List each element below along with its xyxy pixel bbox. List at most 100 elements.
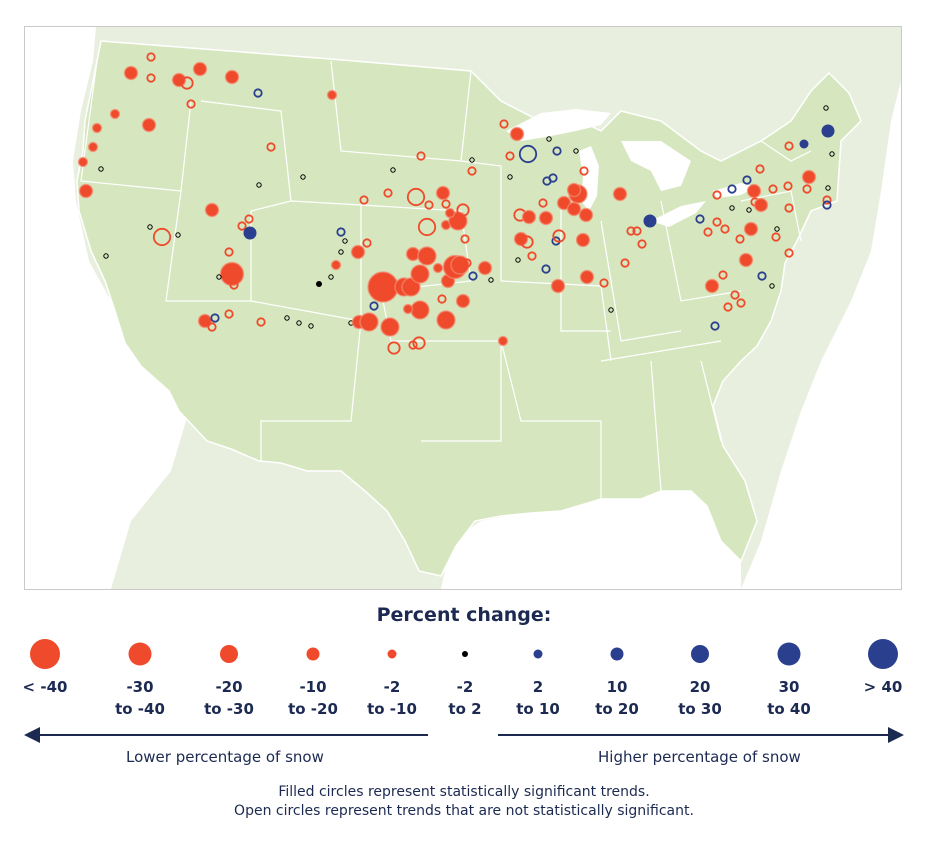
station-marker: [412, 336, 426, 350]
station-marker: [552, 146, 562, 156]
station-marker: [441, 199, 451, 209]
station-marker: [456, 203, 470, 217]
station-marker: [416, 151, 426, 161]
station-marker: [499, 119, 509, 129]
station-marker: [216, 274, 222, 280]
direction-arrows: [24, 727, 904, 743]
pacific-ocean: [25, 27, 186, 589]
station-marker: [402, 303, 414, 315]
lower-snow-label: Lower percentage of snow: [126, 748, 324, 766]
us-map: [25, 27, 901, 589]
map-frame: [24, 26, 902, 590]
station-marker: [783, 181, 793, 191]
legend-label: -2 to -10: [347, 676, 437, 720]
legend-circle: [533, 649, 543, 659]
station-marker: [219, 261, 245, 287]
station-marker: [801, 169, 817, 185]
station-marker: [77, 156, 89, 168]
legend-label-line1: -10: [299, 678, 327, 696]
station-marker: [757, 271, 767, 281]
station-marker: [821, 124, 835, 138]
station-marker: [720, 224, 730, 234]
station-marker: [410, 300, 430, 320]
station-marker: [369, 301, 379, 311]
station-marker: [566, 201, 582, 217]
station-marker: [197, 313, 213, 329]
station-marker: [109, 108, 121, 120]
station-marker: [573, 148, 579, 154]
station-marker: [488, 277, 494, 283]
station-marker: [237, 221, 247, 231]
station-marker: [316, 281, 322, 287]
station-marker: [380, 317, 400, 337]
legend-label-line1: 30: [778, 678, 800, 696]
legend-label-line1: -30: [126, 678, 154, 696]
legend-circle: [691, 645, 709, 663]
station-marker: [550, 278, 566, 294]
station-marker: [467, 166, 477, 176]
station-marker: [410, 264, 430, 284]
legend-label: 30 to 40: [744, 676, 834, 720]
station-marker: [284, 315, 290, 321]
legend-circle: [868, 639, 898, 669]
station-marker: [620, 258, 630, 268]
station-marker: [328, 274, 334, 280]
station-marker: [612, 186, 628, 202]
station-marker: [771, 232, 781, 242]
station-marker: [469, 157, 475, 163]
legend-label-line1: 2: [532, 678, 544, 696]
station-marker: [822, 195, 832, 205]
station-marker: [253, 88, 263, 98]
station-marker: [387, 341, 401, 355]
legend-label-line2: to -10: [367, 700, 417, 718]
legend-label: > 40: [838, 676, 928, 698]
station-marker: [769, 283, 775, 289]
station-marker: [146, 73, 156, 83]
station-marker: [103, 253, 109, 259]
station-marker: [743, 221, 759, 237]
station-marker: [192, 61, 208, 77]
station-marker: [224, 69, 240, 85]
legend-label: 10 to 20: [572, 676, 662, 720]
station-marker: [578, 207, 594, 223]
station-marker: [477, 260, 493, 276]
station-marker: [87, 141, 99, 153]
station-marker: [829, 151, 835, 157]
station-marker: [224, 247, 234, 257]
station-marker: [175, 232, 181, 238]
station-marker: [408, 340, 418, 350]
legend-label-line1: -2: [456, 678, 474, 696]
station-marker: [417, 246, 437, 266]
station-marker: [579, 269, 595, 285]
station-marker: [437, 294, 447, 304]
station-marker: [738, 252, 754, 268]
station-marker: [703, 227, 713, 237]
station-marker: [180, 76, 194, 90]
station-marker: [742, 175, 752, 185]
station-marker: [300, 174, 306, 180]
legend-label: < -40: [0, 676, 90, 698]
station-marker: [735, 234, 745, 244]
station-marker: [146, 52, 156, 62]
station-marker: [78, 183, 94, 199]
legend-label-line2: to 10: [516, 700, 560, 718]
legend-label-line2: to -30: [204, 700, 254, 718]
station-marker: [552, 229, 566, 243]
station-marker: [123, 65, 139, 81]
note-filled: Filled circles represent statistically s…: [278, 784, 650, 800]
station-marker: [243, 226, 257, 240]
station-marker: [507, 174, 513, 180]
station-marker: [432, 262, 444, 274]
station-marker: [520, 235, 534, 249]
station-marker: [509, 126, 525, 142]
station-marker: [825, 185, 831, 191]
station-marker: [147, 224, 153, 230]
station-marker: [444, 207, 456, 219]
station-marker: [518, 144, 538, 164]
station-marker: [538, 210, 554, 226]
station-marker: [643, 214, 657, 228]
legend-label-line2: to 30: [678, 700, 722, 718]
station-marker: [406, 187, 426, 207]
station-marker: [784, 248, 794, 258]
legend-label-line2: to -40: [115, 700, 165, 718]
